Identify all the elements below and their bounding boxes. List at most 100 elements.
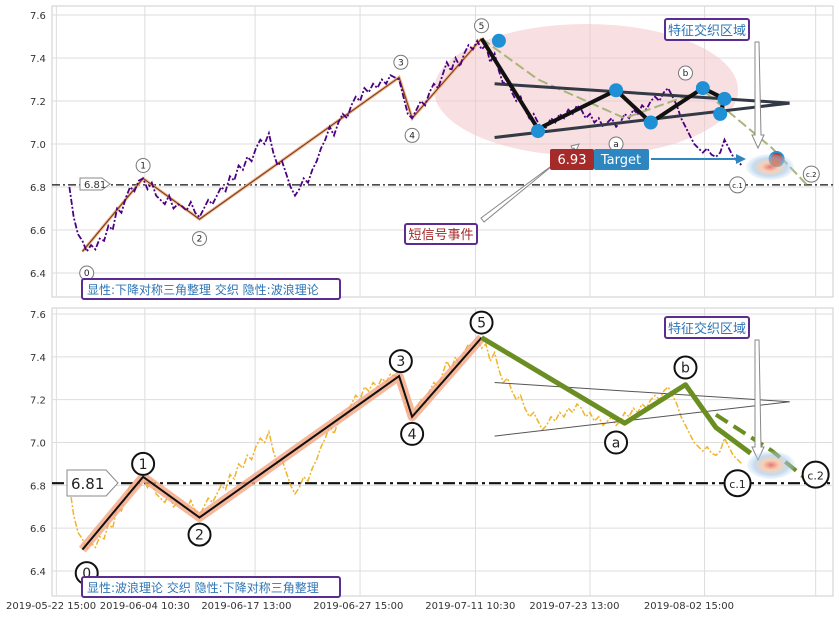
y-tick-label: 6.8 (30, 481, 46, 492)
top-y-axis: 6.4 6.6 6.8 7.0 7.2 7.4 7.6 (30, 11, 46, 280)
top-plot-area (51, 5, 834, 298)
top-wave-label: 1 (140, 162, 146, 172)
x-tick-label: 2019-08-02 15:00 (644, 601, 734, 612)
target-label: Target (600, 153, 641, 168)
y-tick-label: 6.6 (30, 226, 46, 237)
y-tick-label: 7.6 (30, 11, 46, 22)
bottom-triangle-upper (494, 382, 790, 403)
bottom-target-glow (747, 451, 795, 479)
y-tick-label: 7.0 (30, 439, 46, 450)
top-wave-label: b (683, 69, 689, 79)
top-wave-marker (802, 165, 820, 183)
y-tick-label: 7.2 (30, 97, 46, 108)
target-arrowhead (736, 154, 746, 164)
top-zone-label-box (664, 18, 750, 41)
bottom-wave-marker (400, 421, 425, 446)
x-tick-label: 2019-06-27 15:00 (313, 601, 403, 612)
top-wave-label: a (613, 140, 619, 150)
y-tick-label: 7.4 (30, 353, 46, 364)
bottom-plot-area (51, 307, 834, 597)
x-tick-label: 2019-07-11 10:30 (425, 601, 515, 612)
top-pivot-point (643, 115, 658, 130)
top-ref-tag-label: 6.81 (84, 180, 106, 191)
y-tick-label: 6.4 (30, 567, 46, 578)
bottom-wave-marker (801, 460, 830, 489)
bottom-caption: 显性:波浪理论 交织 隐性:下降对称三角整理 (87, 580, 319, 595)
top-triangle-upper (494, 82, 790, 105)
top-caption-box (81, 278, 341, 300)
target-value: 6.93 (558, 153, 587, 168)
bottom-wave-label: 5 (477, 316, 486, 332)
y-tick-label: 7.6 (30, 310, 46, 321)
bottom-ref-tag: 6.81 (66, 469, 119, 497)
top-ref-tag: 6.81 (79, 177, 111, 191)
bottom-wave-marker (131, 451, 156, 476)
bottom-wave-label: 3 (396, 354, 405, 370)
target-label-box (594, 149, 649, 170)
x-tick-label: 2019-06-17 13:00 (201, 601, 291, 612)
bottom-zone-label-box (664, 316, 750, 339)
top-zone-label: 特征交织区域 (668, 23, 746, 39)
bottom-wave-label: c.1 (729, 478, 746, 491)
top-wave-marker (135, 158, 151, 173)
top-wave-marker (393, 54, 409, 70)
top-target-glow (746, 154, 794, 180)
target-value-box (550, 149, 594, 170)
x-tick-label: 2019-05-22 15:00 (6, 601, 96, 612)
bottom-wave-label: 1 (139, 457, 148, 473)
bottom-wave-marker (723, 469, 752, 498)
top-wave-label: 3 (398, 58, 404, 68)
top-wave-marker (474, 18, 490, 34)
bottom-wave-label: a (612, 436, 621, 452)
bottom-caption-box (81, 576, 341, 598)
top-dashed-wave (481, 37, 808, 186)
bottom-wave-line (81, 336, 483, 551)
top-wave-label: 2 (197, 235, 203, 245)
top-pivot-point (530, 124, 545, 139)
bottom-triangle-lower (494, 401, 790, 437)
bottom-wave-labels: 0 1 2 3 4 5 a b c.1 c.2 (74, 310, 830, 586)
signal-label-box (404, 223, 478, 245)
bottom-wave-label: c.2 (807, 470, 824, 483)
bottom-wave-label: b (681, 361, 690, 377)
bottom-grid (52, 308, 833, 596)
y-tick-label: 6.4 (30, 269, 46, 280)
bottom-wave-label: 4 (408, 427, 417, 443)
bottom-wave-marker (187, 522, 212, 547)
top-wave-label: 0 (84, 269, 90, 279)
bottom-wave-marker (469, 310, 494, 335)
top-wave-label: c.2 (806, 171, 817, 179)
top-wave-marker (192, 231, 208, 247)
top-zone-arrow (751, 41, 765, 150)
top-pivot-point (491, 33, 506, 48)
y-tick-label: 7.4 (30, 54, 46, 65)
bottom-wave-label: 2 (195, 528, 204, 544)
top-wave-label: 5 (479, 22, 485, 32)
y-tick-label: 7.2 (30, 396, 46, 407)
bottom-wave-label: 0 (82, 566, 91, 582)
top-pivot-point (695, 81, 710, 96)
top-panel: 6.4 6.6 6.8 7.0 7.2 7.4 7.6 0 1 2 3 4 5 a b c.2 c.1 6.8… (30, 5, 834, 300)
bottom-wave-marker (388, 349, 413, 374)
bottom-wave-marker (673, 355, 698, 380)
top-pivot-point (609, 83, 624, 98)
bottom-y-axis: 6.4 6.6 6.8 7.0 7.2 7.4 7.6 (30, 310, 46, 578)
bottom-wave-marker (604, 430, 629, 455)
x-tick-label: 2019-07-23 13:00 (529, 601, 619, 612)
bottom-ref-tag-label: 6.81 (71, 475, 104, 493)
top-wave-marker (677, 65, 693, 81)
top-wave-label: c.1 (732, 182, 743, 190)
bottom-green-wave (480, 335, 753, 456)
x-tick-label: 2019-06-04 10:30 (100, 601, 190, 612)
top-caption: 显性:下降对称三角整理 交织 隐性:波浪理论 (87, 282, 319, 297)
bottom-price-series (68, 338, 743, 552)
y-tick-label: 7.0 (30, 140, 46, 151)
top-wave-label: 4 (409, 131, 415, 141)
bottom-zone-label: 特征交织区域 (668, 321, 746, 337)
y-tick-label: 6.6 (30, 524, 46, 535)
top-pivot-point (717, 91, 732, 106)
top-wave-labels: 0 1 2 3 4 5 a b c.2 c.1 (79, 18, 820, 281)
bottom-panel: 6.4 6.6 6.8 7.0 7.2 7.4 7.6 0 1 2 3 4 5 a b c.1 c.2 6.8… (6, 307, 834, 612)
signal-label: 短信号事件 (408, 228, 473, 243)
